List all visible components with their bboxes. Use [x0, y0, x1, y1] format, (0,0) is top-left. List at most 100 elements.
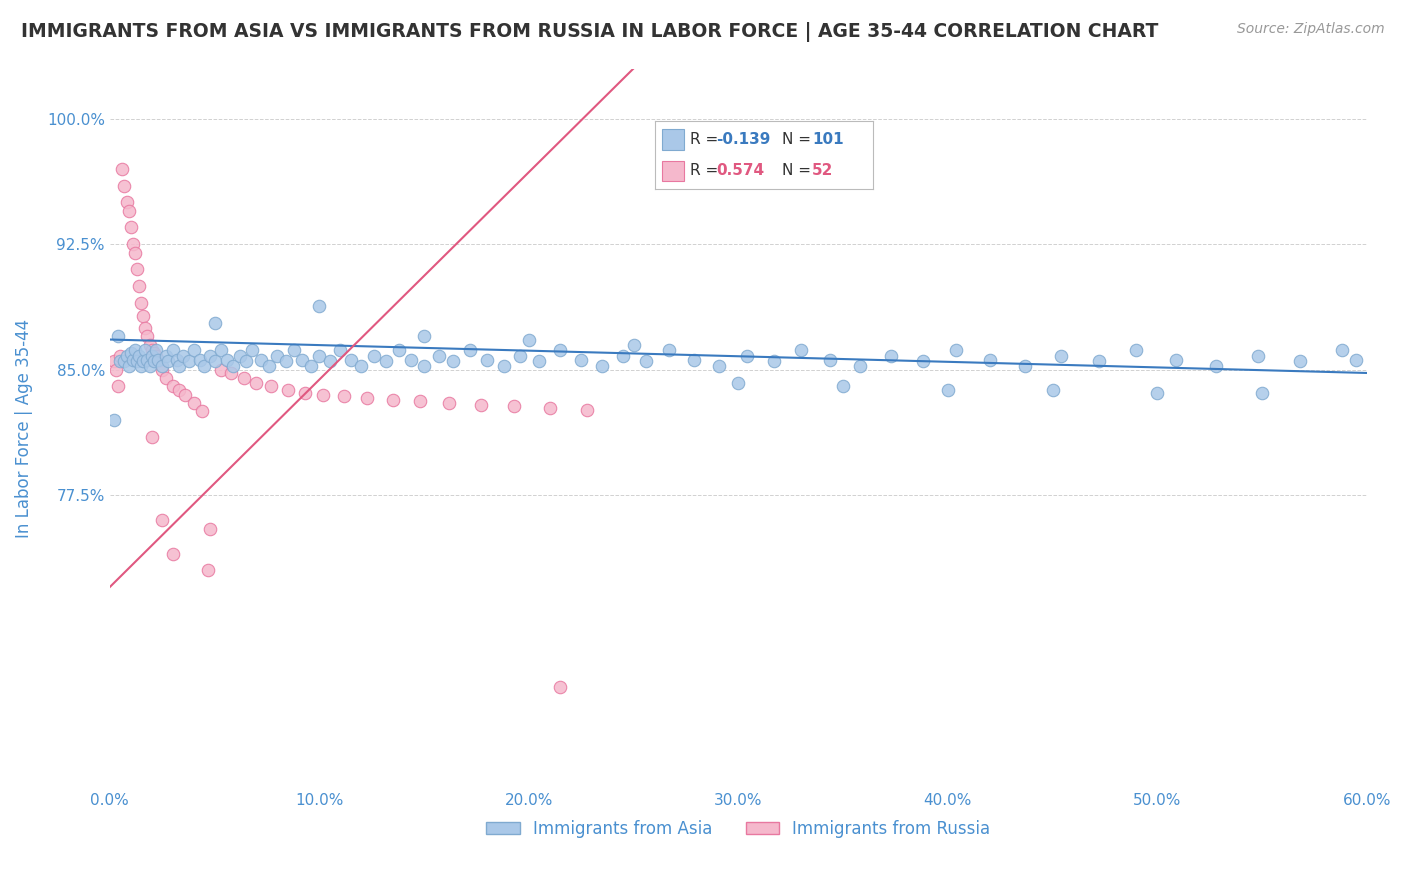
- Point: [245, 376, 267, 390]
- Point: [162, 379, 184, 393]
- Point: [319, 354, 342, 368]
- Point: [401, 352, 423, 367]
- Point: [291, 352, 314, 367]
- Point: [228, 349, 250, 363]
- Point: [1042, 383, 1064, 397]
- Point: [107, 379, 129, 393]
- Bar: [662, 129, 683, 150]
- Text: 101: 101: [813, 132, 844, 147]
- Bar: [662, 161, 683, 181]
- Point: [141, 429, 163, 443]
- Point: [260, 379, 283, 393]
- Point: [110, 349, 132, 363]
- Point: [115, 349, 138, 363]
- Legend: Immigrants from Asia, Immigrants from Russia: Immigrants from Asia, Immigrants from Ru…: [479, 813, 997, 844]
- Point: [1205, 359, 1227, 374]
- Point: [172, 349, 194, 363]
- Point: [138, 359, 160, 374]
- Point: [911, 354, 934, 368]
- Point: [548, 681, 571, 695]
- Point: [136, 352, 159, 367]
- Text: N =: N =: [782, 163, 815, 178]
- Point: [509, 349, 531, 363]
- Point: [591, 359, 613, 374]
- Point: [150, 362, 173, 376]
- Point: [138, 337, 160, 351]
- Point: [117, 203, 139, 218]
- Point: [299, 359, 322, 374]
- Point: [209, 343, 232, 357]
- Point: [134, 320, 156, 334]
- Point: [503, 400, 526, 414]
- Point: [413, 329, 436, 343]
- Point: [848, 359, 870, 374]
- Point: [312, 388, 335, 402]
- Text: R =: R =: [690, 132, 723, 147]
- Point: [125, 262, 148, 277]
- Point: [1014, 359, 1036, 374]
- Point: [162, 547, 184, 561]
- Point: [174, 388, 197, 402]
- Point: [538, 401, 561, 416]
- Text: 0.574: 0.574: [716, 163, 765, 178]
- Point: [709, 359, 731, 374]
- Point: [623, 337, 645, 351]
- Point: [166, 352, 188, 367]
- Point: [1087, 354, 1109, 368]
- Point: [277, 383, 299, 397]
- Point: [107, 329, 129, 343]
- Point: [1346, 352, 1368, 367]
- Point: [470, 398, 492, 412]
- Point: [458, 343, 481, 357]
- Point: [820, 352, 842, 367]
- Point: [350, 359, 373, 374]
- Point: [115, 195, 138, 210]
- Text: -0.139: -0.139: [716, 132, 770, 147]
- Point: [150, 513, 173, 527]
- Point: [529, 354, 551, 368]
- Point: [179, 354, 201, 368]
- Point: [200, 522, 222, 536]
- Point: [1146, 386, 1168, 401]
- Point: [146, 352, 169, 367]
- Point: [103, 354, 125, 368]
- Point: [103, 413, 125, 427]
- Point: [200, 349, 222, 363]
- Point: [240, 343, 263, 357]
- Point: [294, 386, 316, 401]
- Point: [381, 392, 404, 407]
- Point: [441, 354, 464, 368]
- Point: [110, 354, 132, 368]
- Point: [683, 352, 706, 367]
- Point: [132, 309, 155, 323]
- Point: [409, 394, 432, 409]
- Text: IMMIGRANTS FROM ASIA VS IMMIGRANTS FROM RUSSIA IN LABOR FORCE | AGE 35-44 CORREL: IMMIGRANTS FROM ASIA VS IMMIGRANTS FROM …: [21, 22, 1159, 42]
- Point: [274, 354, 297, 368]
- Point: [193, 359, 215, 374]
- Point: [413, 359, 436, 374]
- Point: [308, 349, 330, 363]
- Point: [125, 354, 148, 368]
- Point: [129, 359, 152, 374]
- Point: [308, 299, 330, 313]
- Point: [790, 343, 813, 357]
- Point: [105, 362, 128, 376]
- Point: [735, 349, 758, 363]
- Point: [124, 245, 146, 260]
- Text: 52: 52: [813, 163, 834, 178]
- Point: [129, 295, 152, 310]
- Text: N =: N =: [782, 132, 815, 147]
- Point: [141, 343, 163, 357]
- Point: [1251, 386, 1274, 401]
- Point: [427, 349, 450, 363]
- Point: [217, 352, 239, 367]
- Point: [333, 389, 356, 403]
- Point: [121, 352, 143, 367]
- Point: [132, 354, 155, 368]
- Point: [235, 354, 257, 368]
- Point: [136, 329, 159, 343]
- Point: [117, 359, 139, 374]
- Point: [145, 349, 167, 363]
- Point: [475, 352, 498, 367]
- Point: [232, 371, 254, 385]
